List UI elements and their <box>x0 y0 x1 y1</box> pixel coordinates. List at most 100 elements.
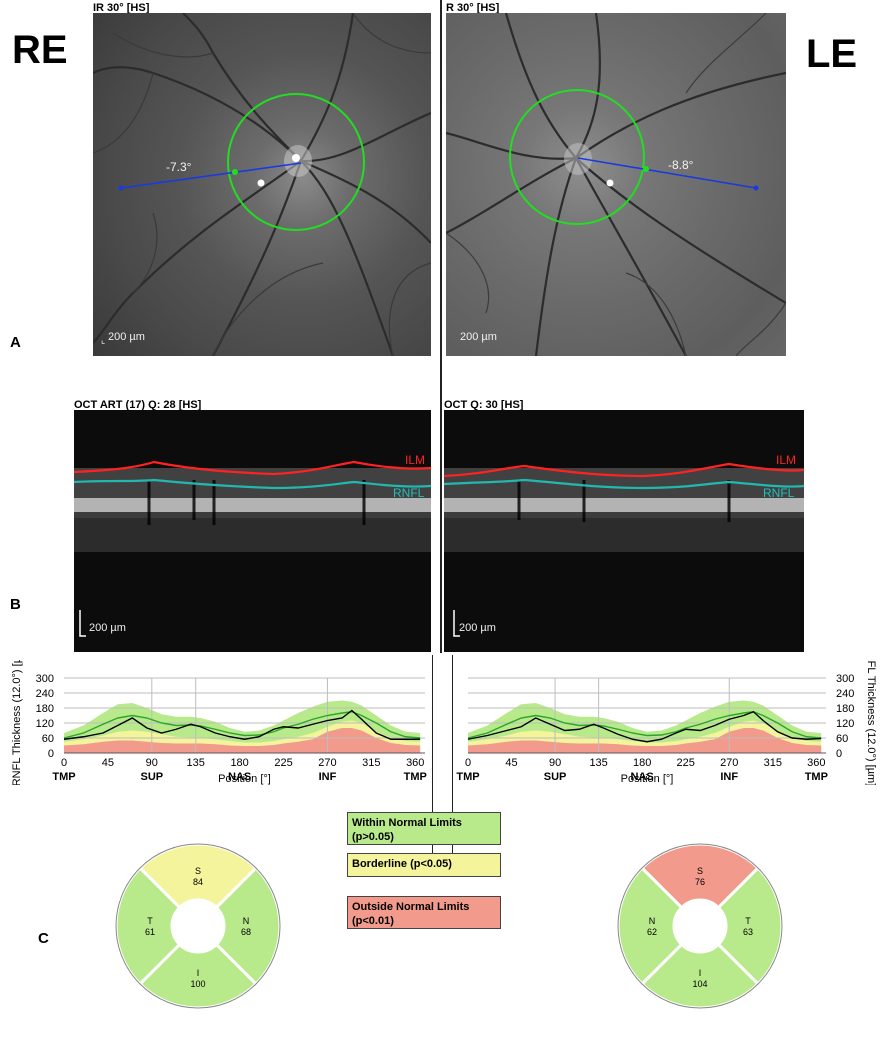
x-axis-label: Position [°] <box>621 773 674 785</box>
band-outside <box>468 728 822 753</box>
sector-outline <box>115 843 281 1009</box>
fundus-left-title: R 30° [HS] <box>446 2 500 14</box>
normal-mean-line <box>63 711 421 739</box>
y-tick-label: 60 <box>836 733 848 745</box>
oct-left-bscan <box>444 410 804 652</box>
oct-right-title: OCT ART (17) Q: 28 [HS] <box>74 399 202 411</box>
x-tick-label: 135 <box>589 757 607 769</box>
y-tick-label: 0 <box>836 748 842 760</box>
x-axis-label: Position [°] <box>218 773 271 785</box>
x-tick-label: 270 <box>720 757 738 769</box>
sector-value: 100 <box>190 979 205 989</box>
sector-label: I <box>197 968 200 978</box>
x-tick-label: 360 <box>406 757 424 769</box>
sector-label: T <box>745 916 751 926</box>
sector-outline <box>617 843 783 1009</box>
fundus-left-image <box>446 13 786 356</box>
legend-borderline-text: Borderline (p<0.05) <box>352 858 452 870</box>
panel-letter-c: C <box>38 930 49 947</box>
y-tick-label: 180 <box>36 703 54 715</box>
sector-value: 61 <box>145 927 155 937</box>
legend-normal-line1: Within Normal Limits <box>352 817 462 829</box>
svg-text:⌞: ⌞ <box>101 335 105 345</box>
x-tick-label: 180 <box>230 757 248 769</box>
sector-value: 84 <box>193 877 203 887</box>
x-tick-label: 45 <box>505 757 517 769</box>
region-label: TMP <box>456 771 479 783</box>
oct-right-rnfl-label: RNFL <box>393 486 425 500</box>
y-tick-label: 120 <box>836 718 854 730</box>
y-axis-label: RNFL Thickness (12.0°) [µm] <box>11 660 23 785</box>
legend-outside: Outside Normal Limits (p<0.01) <box>347 896 501 929</box>
x-tick-label: 45 <box>102 757 114 769</box>
fundus-right-title: IR 30° [HS] <box>93 2 150 14</box>
fundus-left-scale: 200 µm <box>460 331 497 343</box>
sector-value: 63 <box>743 927 753 937</box>
y-tick-label: 0 <box>48 748 54 760</box>
fovea-line-right <box>120 162 302 189</box>
fundus-right-angle-label: -7.3° <box>166 160 192 174</box>
region-label: TMP <box>52 771 75 783</box>
sector-label: I <box>699 968 702 978</box>
x-tick-label: 0 <box>61 757 67 769</box>
region-label: NAS <box>631 771 654 783</box>
sector-value: 62 <box>647 927 657 937</box>
scan-circle-left <box>509 89 645 225</box>
oct-left-scale: 200 µm <box>459 622 496 634</box>
fovea-line-left <box>577 157 757 189</box>
y-axis-label: RNFL Thickness (12.0°) [µm] <box>865 660 877 785</box>
region-label: INF <box>319 771 337 783</box>
x-tick-label: 135 <box>187 757 205 769</box>
fundus-left-vessels <box>446 13 786 356</box>
left-eye-label: LE <box>806 32 858 76</box>
x-tick-label: 270 <box>318 757 336 769</box>
oct-left-layers <box>444 410 804 652</box>
sector-value: 76 <box>695 877 705 887</box>
sector-value: 104 <box>692 979 707 989</box>
x-tick-label: 90 <box>146 757 158 769</box>
y-tick-label: 240 <box>36 688 54 700</box>
legend-normal: Within Normal Limits (p>0.05) <box>347 812 501 845</box>
y-tick-label: 120 <box>36 718 54 730</box>
region-label: NAS <box>228 771 251 783</box>
y-tick-label: 60 <box>42 733 54 745</box>
legend-outside-line1: Outside Normal Limits <box>352 901 470 913</box>
region-label: TMP <box>805 771 828 783</box>
y-tick-label: 180 <box>836 703 854 715</box>
oct-right-layers <box>74 410 431 652</box>
center-divider-right <box>452 655 453 873</box>
right-eye-label: RE <box>12 28 68 72</box>
x-tick-label: 180 <box>633 757 651 769</box>
rnfl-chart-left: 0 60 120 180 240 300 0 45 90 135 180 225 270 315 360 TM… <box>456 660 877 785</box>
oct-left-title: OCT Q: 30 [HS] <box>444 399 524 411</box>
patient-line <box>63 709 421 740</box>
oct-right-scale: 200 µm <box>89 622 126 634</box>
legend-normal-line2: (p>0.05) <box>352 831 394 843</box>
oct-left-rnfl-label: RNFL <box>763 486 795 500</box>
sector-label: S <box>697 866 703 876</box>
x-tick-label: 360 <box>807 757 825 769</box>
sector-label: N <box>243 916 250 926</box>
scan-circle-right <box>227 93 365 231</box>
region-label: SUP <box>140 771 163 783</box>
oct-left-ilm-label: ILM <box>776 453 797 467</box>
center-divider-left <box>432 655 433 873</box>
x-tick-label: 0 <box>465 757 471 769</box>
x-tick-label: 225 <box>677 757 695 769</box>
y-tick-label: 300 <box>836 673 854 685</box>
oct-right-bscan <box>74 410 431 652</box>
x-tick-label: 90 <box>549 757 561 769</box>
panel-letter-a: A <box>10 334 21 351</box>
sector-label: S <box>195 866 201 876</box>
sector-label: N <box>649 916 656 926</box>
legend-outside-line2: (p<0.01) <box>352 915 394 927</box>
x-tick-label: 315 <box>362 757 380 769</box>
band-outside <box>64 728 421 753</box>
region-label: TMP <box>404 771 427 783</box>
center-divider-top <box>440 0 442 653</box>
x-tick-label: 225 <box>274 757 292 769</box>
y-tick-label: 300 <box>36 673 54 685</box>
fundus-right-image: ⌞ <box>93 13 431 356</box>
panel-letter-b: B <box>10 596 21 613</box>
